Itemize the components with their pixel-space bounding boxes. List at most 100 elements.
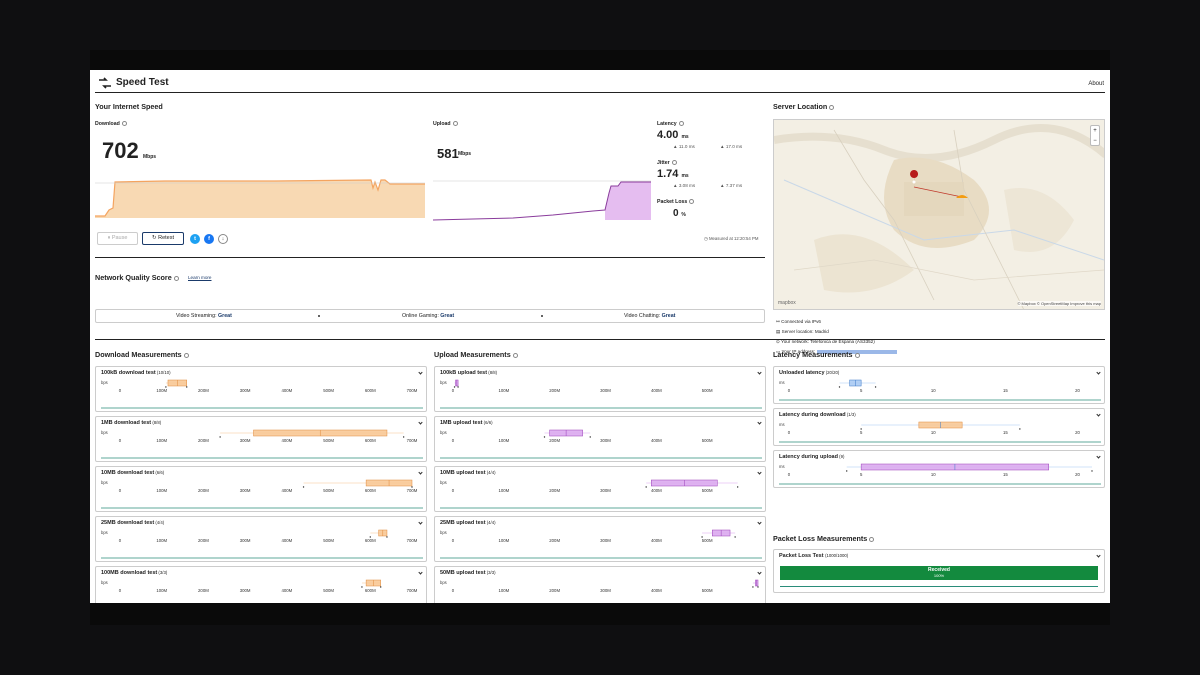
outlier-point — [219, 436, 221, 438]
measurements-divider — [95, 339, 1105, 340]
chevron-down-icon[interactable] — [1096, 553, 1101, 558]
latency-label: Latency — [657, 121, 684, 127]
pause-button[interactable]: ⏸ Pause — [97, 232, 138, 245]
info-icon[interactable] — [829, 104, 835, 110]
tick-label: 15 — [1003, 430, 1008, 435]
outlier-point — [302, 486, 305, 488]
latency-test-card: Latency during download (1/3) ms 0 5 10 15 20 — [773, 408, 1105, 446]
card-title: 1MB download test (8/8) — [101, 420, 162, 426]
outlier-point — [386, 536, 388, 538]
tick-label: 300M — [600, 438, 611, 443]
tick-label: 300M — [240, 388, 251, 393]
zoom-out-icon[interactable]: − — [1093, 138, 1097, 144]
about-link[interactable]: About — [1088, 81, 1104, 87]
tick-label: 600M — [365, 488, 376, 493]
download-results-icon[interactable]: ↓ — [218, 234, 228, 244]
axis-unit: bps — [101, 480, 108, 485]
tick-label: 0 — [119, 588, 122, 593]
packet-loss-label: Packet Loss — [657, 199, 695, 205]
outlier-point — [457, 386, 459, 388]
tick-label: 700M — [407, 588, 418, 593]
header-divider — [95, 92, 1105, 93]
tick-label: 500M — [702, 588, 713, 593]
retest-button[interactable]: ↻ Retest — [142, 232, 184, 245]
info-icon[interactable] — [121, 121, 127, 127]
tick-label: 0 — [452, 538, 455, 543]
jitter-label: Jitter — [657, 160, 677, 166]
card-title: Unloaded latency (20/20) — [779, 370, 840, 376]
tick-label: 400M — [281, 488, 292, 493]
info-icon[interactable] — [512, 352, 518, 358]
tick-label: 100M — [498, 388, 509, 393]
outlier-point — [369, 536, 371, 538]
latency-test-card: Unloaded latency (20/20) ms 0 5 10 15 20 — [773, 366, 1105, 404]
card-title: 100kB upload test (8/8) — [440, 370, 498, 376]
tick-label: 700M — [407, 388, 418, 393]
card-title: 10MB upload test (4/4) — [440, 470, 496, 476]
info-icon[interactable] — [183, 352, 189, 358]
tick-label: 600M — [365, 438, 376, 443]
upload-unit: Mbps — [458, 151, 472, 157]
map-attribution[interactable]: © Mapbox © OpenStreetMap Improve this ma… — [1017, 301, 1101, 306]
info-icon[interactable] — [671, 160, 677, 166]
info-icon[interactable] — [854, 352, 860, 358]
boxplot-chart: bps 0 100M 200M 300M 400M 500M — [440, 479, 762, 509]
computer-icon: ▭ — [776, 349, 782, 354]
speed-divider — [95, 257, 765, 258]
network-icon: ⚯ — [776, 319, 782, 324]
server-map[interactable]: + − mapbox © Mapbox © OpenStreetMap Impro… — [773, 119, 1105, 310]
boxplot-chart: ms0 5 10 15 20 — [779, 463, 1101, 485]
card-title: 100MB download test (3/3) — [101, 570, 168, 576]
tick-label: 5 — [860, 430, 863, 435]
location-pin-icon: ⊙ — [776, 339, 782, 344]
jitter-down: ▲ 3.08 ms — [673, 183, 696, 188]
arrow-up-icon: ▲ — [720, 144, 726, 149]
tick-label: 300M — [600, 588, 611, 593]
tick-label: 0 — [452, 588, 455, 593]
info-icon[interactable] — [689, 199, 695, 205]
separator-dot — [541, 315, 543, 317]
tick-label: 500M — [323, 588, 334, 593]
info-icon[interactable] — [678, 121, 684, 127]
tick-label: 0 — [119, 438, 122, 443]
network-text: ⊙ Your network: Telefonica de Espana (AS… — [776, 339, 875, 344]
tick-label: 20 — [1075, 472, 1080, 477]
download-test-card: 100MB download test (3/3) bps 0 100M 200M 300… — [95, 566, 427, 603]
info-icon[interactable] — [452, 121, 458, 127]
outlier-point — [1019, 428, 1021, 430]
facebook-share-icon[interactable]: f — [204, 234, 214, 244]
spacer — [95, 319, 765, 320]
tick-label: 15 — [1003, 472, 1008, 477]
tick-label: 600M — [365, 588, 376, 593]
info-icon[interactable] — [173, 275, 179, 281]
info-icon[interactable] — [869, 536, 875, 542]
outlier-point — [645, 486, 647, 488]
network-quality-title: Network Quality Score — [95, 273, 179, 282]
server-location-title: Server Location — [773, 102, 835, 111]
clock-icon: ◷ — [704, 236, 709, 241]
mapbox-logo: mapbox — [778, 300, 796, 306]
latency-value: 4.00 ms — [657, 129, 689, 141]
jitter-value: 1.74 ms — [657, 168, 689, 180]
tick-label: 600M — [365, 538, 376, 543]
tick-label: 10 — [931, 388, 936, 393]
zoom-controls[interactable]: + − — [1090, 125, 1100, 146]
tick-label: 300M — [240, 588, 251, 593]
tick-label: 20 — [1075, 388, 1080, 393]
arrow-down-icon: ▲ — [673, 183, 679, 188]
learn-more-link[interactable]: Learn more — [188, 275, 212, 280]
packet-loss-test-title: Packet Loss Test (1000/1000) — [779, 553, 849, 559]
tick-label: 5 — [860, 388, 863, 393]
download-unit: Mbps — [143, 154, 157, 160]
tick-label: 300M — [600, 538, 611, 543]
refresh-icon: ↻ — [151, 235, 159, 241]
axis-unit: bps — [101, 580, 108, 585]
zoom-in-icon[interactable]: + — [1093, 128, 1097, 134]
arrow-down-icon: ▲ — [673, 144, 679, 149]
outlier-point — [874, 386, 877, 388]
tick-label: 300M — [240, 538, 251, 543]
tick-label: 400M — [651, 588, 662, 593]
boxplot-chart: bps 0 100M 200M 300M 400M 500M — [440, 429, 762, 459]
boxplot-chart: bps 0 100M 200M 300M 400M 500M — [440, 529, 762, 559]
twitter-share-icon[interactable]: t — [190, 234, 200, 244]
